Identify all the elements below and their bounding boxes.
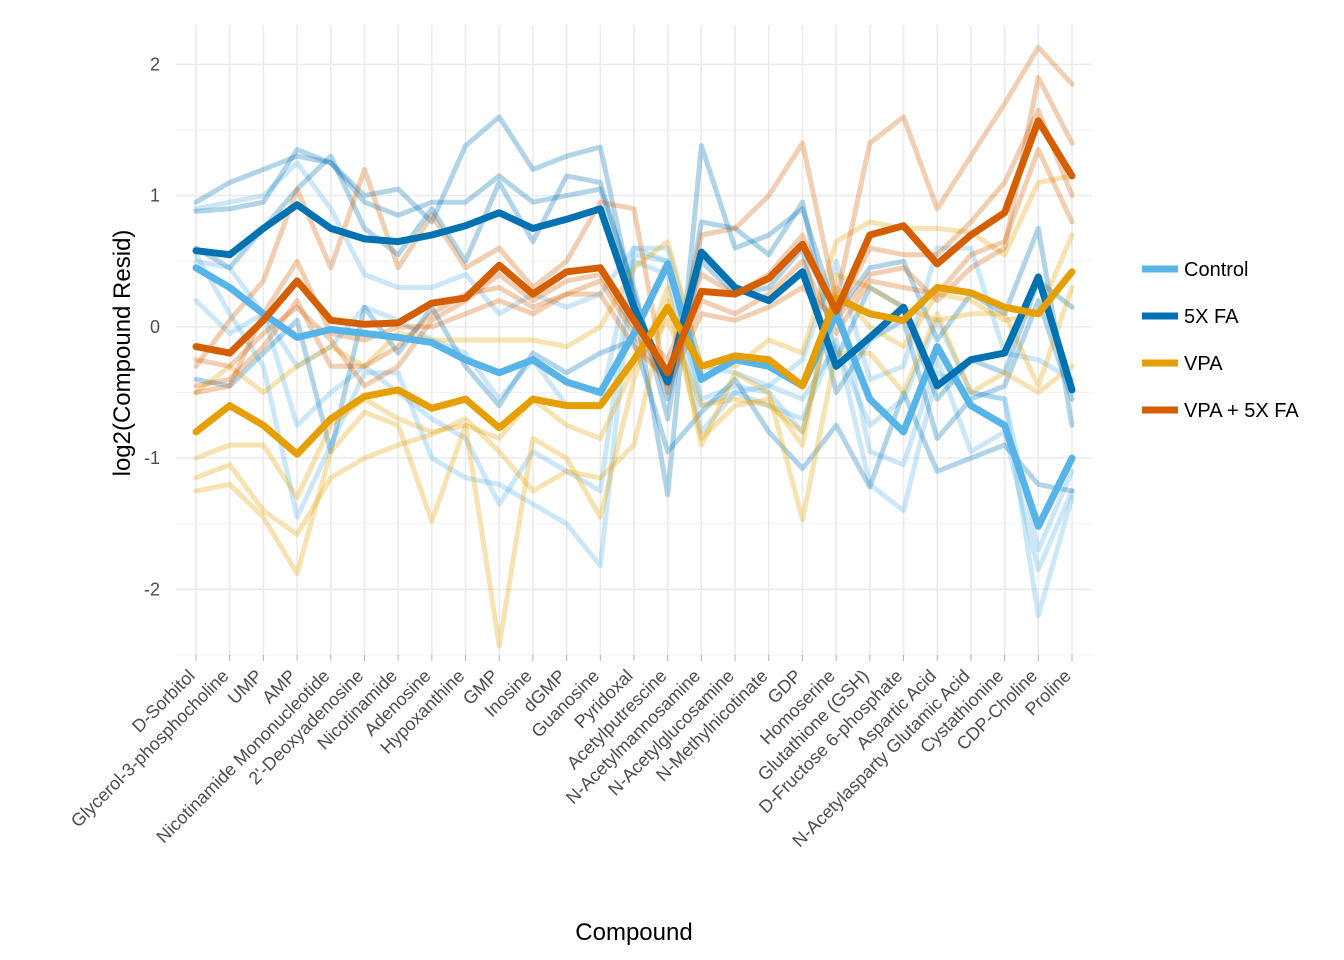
legend-label: VPA + 5X FA — [1184, 400, 1299, 422]
x-axis-title: Compound — [575, 919, 692, 946]
legend-item-control: Control — [1142, 259, 1248, 281]
x-tick-label: UMP — [224, 666, 266, 708]
x-axis-ticks: D-SorbitolGlycerol-3-phosphocholineUMPAM… — [67, 655, 1075, 851]
series-lines — [192, 117, 1076, 530]
replicate-line-4 — [193, 252, 1075, 619]
y-tick-label: 1 — [150, 186, 160, 206]
legend-label: VPA — [1184, 353, 1223, 375]
y-tick-label: -1 — [144, 448, 160, 468]
replicate-line-11 — [193, 285, 1075, 649]
y-tick-label: -2 — [144, 579, 160, 599]
series-line-5x-fa — [192, 201, 1076, 394]
replicate-line-7 — [193, 153, 1075, 441]
legend-label: Control — [1184, 259, 1248, 281]
series-line-control — [192, 260, 1076, 530]
legend: Control 5X FA VPA VPA + 5X FA — [1142, 259, 1299, 422]
y-tick-label: 2 — [150, 54, 160, 74]
y-tick-label: 0 — [150, 317, 160, 337]
x-tick-label: Glycerol-3-phosphocholine — [67, 666, 233, 832]
replicate-line-3 — [193, 252, 1075, 573]
replicate-line-10 — [193, 232, 1075, 500]
legend-label: 5X FA — [1184, 306, 1239, 328]
replicate-line-12 — [193, 271, 1075, 537]
y-axis-ticks: 2 1 0 -1 -2 — [144, 54, 160, 599]
series-line-vpa-5x-fa — [192, 117, 1076, 377]
replicate-line-9 — [193, 173, 1075, 395]
legend-item-vpa: VPA — [1142, 353, 1223, 375]
legend-item-5x-fa: 5X FA — [1142, 306, 1239, 328]
replicate-line-15 — [193, 147, 1075, 395]
legend-item-vpa-5x-fa: VPA + 5X FA — [1142, 400, 1299, 422]
y-axis-title: log2(Compound Resid) — [109, 230, 136, 477]
series-line-vpa — [192, 268, 1076, 458]
